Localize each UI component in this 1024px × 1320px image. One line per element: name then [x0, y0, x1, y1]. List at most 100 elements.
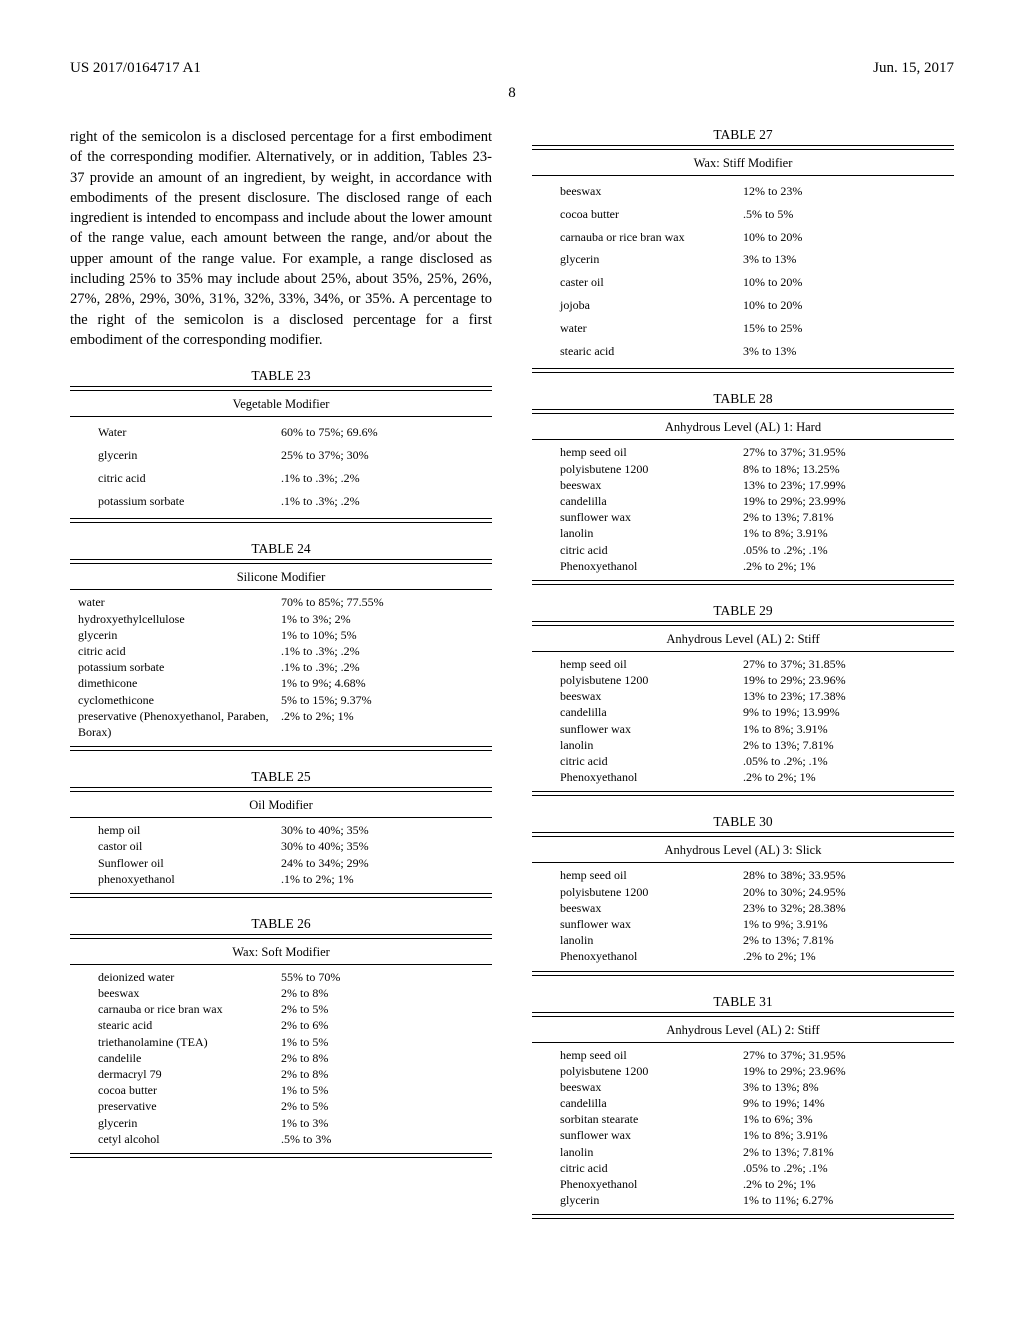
table-row: sunflower wax1% to 8%; 3.91%: [532, 721, 954, 737]
ingredient-value: .5% to 3%: [281, 1131, 464, 1147]
table-title: Oil Modifier: [70, 792, 492, 817]
table-row: Phenoxyethanol.2% to 2%; 1%: [532, 558, 954, 574]
ingredient-value: .2% to 2%; 1%: [743, 558, 926, 574]
ingredient-value: 27% to 37%; 31.95%: [743, 1047, 926, 1063]
ingredient-name: stearic acid: [98, 1017, 281, 1033]
table-row: stearic acid3% to 13%: [532, 340, 954, 363]
ingredient-value: 19% to 29%; 23.96%: [743, 1063, 926, 1079]
table-label: TABLE 24: [70, 541, 492, 557]
ingredient-value: 1% to 5%: [281, 1034, 464, 1050]
ingredient-value: 2% to 5%: [281, 1098, 464, 1114]
ingredient-value: 70% to 85%; 77.55%: [281, 594, 484, 610]
ingredient-name: beeswax: [560, 1079, 743, 1095]
table-body: Water60% to 75%; 69.6%glycerin25% to 37%…: [70, 417, 492, 518]
ingredient-name: beeswax: [560, 477, 743, 493]
ingredient-value: 13% to 23%; 17.99%: [743, 477, 926, 493]
ingredient-value: 1% to 11%; 6.27%: [743, 1192, 926, 1208]
table-t28: TABLE 28Anhydrous Level (AL) 1: Hardhemp…: [532, 391, 954, 585]
table-body: hemp seed oil28% to 38%; 33.95%polyisbut…: [532, 863, 954, 970]
ingredient-name: water: [78, 594, 281, 610]
ingredient-value: 20% to 30%; 24.95%: [743, 884, 926, 900]
table-row: hemp seed oil28% to 38%; 33.95%: [532, 867, 954, 883]
table-body: hemp seed oil27% to 37%; 31.95%polyisbut…: [532, 1043, 954, 1215]
ingredient-name: sunflower wax: [560, 509, 743, 525]
ingredient-value: 3% to 13%: [743, 248, 926, 271]
table-row: beeswax12% to 23%: [532, 180, 954, 203]
ingredient-value: 1% to 9%; 3.91%: [743, 916, 926, 932]
table-row: beeswax2% to 8%: [70, 985, 492, 1001]
table-t26: TABLE 26Wax: Soft Modifierdeionized wate…: [70, 916, 492, 1158]
table-label: TABLE 26: [70, 916, 492, 932]
ingredient-value: 2% to 13%; 7.81%: [743, 737, 926, 753]
table-t25: TABLE 25 Oil Modifierhemp oil30% to 40%; …: [70, 769, 492, 898]
body-paragraph: right of the semicolon is a disclosed pe…: [70, 127, 492, 350]
table-row: polyisbutene 120020% to 30%; 24.95%: [532, 884, 954, 900]
ingredient-name: cocoa butter: [98, 1082, 281, 1098]
ingredient-name: hemp seed oil: [560, 1047, 743, 1063]
ingredient-name: dermacryl 79: [98, 1066, 281, 1082]
table-row: candelilla9% to 19%; 13.99%: [532, 704, 954, 720]
ingredient-value: 3% to 13%: [743, 340, 926, 363]
table-label: TABLE 30: [532, 814, 954, 830]
table-row: polyisbutene 12008% to 18%; 13.25%: [532, 461, 954, 477]
table-title: Anhydrous Level (AL) 1: Hard: [532, 414, 954, 439]
table-row: jojoba10% to 20%: [532, 294, 954, 317]
ingredient-name: beeswax: [560, 180, 743, 203]
table-row: potassium sorbate.1% to .3%; .2%: [70, 490, 492, 513]
table-row: beeswax13% to 23%; 17.38%: [532, 688, 954, 704]
ingredient-name: sunflower wax: [560, 721, 743, 737]
ingredient-value: 27% to 37%; 31.95%: [743, 444, 926, 460]
table-row: polyisbutene 120019% to 29%; 23.96%: [532, 672, 954, 688]
table-row: stearic acid2% to 6%: [70, 1017, 492, 1033]
table-title: Anhydrous Level (AL) 3: Slick: [532, 837, 954, 862]
ingredient-name: glycerin: [560, 248, 743, 271]
table-title: Wax: Stiff Modifier: [532, 150, 954, 175]
publication-date: Jun. 15, 2017: [873, 60, 954, 77]
content-columns: right of the semicolon is a disclosed pe…: [70, 127, 954, 1237]
ingredient-value: 27% to 37%; 31.85%: [743, 656, 926, 672]
ingredient-value: .1% to 2%; 1%: [281, 871, 464, 887]
table-row: glycerin25% to 37%; 30%: [70, 444, 492, 467]
table-row: cocoa butter.5% to 5%: [532, 203, 954, 226]
ingredient-value: .5% to 5%: [743, 203, 926, 226]
ingredient-name: polyisbutene 1200: [560, 884, 743, 900]
ingredient-name: glycerin: [98, 1115, 281, 1131]
ingredient-name: Phenoxyethanol: [560, 769, 743, 785]
table-row: cocoa butter1% to 5%: [70, 1082, 492, 1098]
table-t27: TABLE 27Wax: Stiff Modifierbeeswax12% to…: [532, 127, 954, 373]
table-row: candelilla19% to 29%; 23.99%: [532, 493, 954, 509]
ingredient-name: polyisbutene 1200: [560, 1063, 743, 1079]
ingredient-name: sorbitan stearate: [560, 1111, 743, 1127]
table-31-slot: TABLE 31Anhydrous Level (AL) 2: Stiffhem…: [532, 994, 954, 1220]
ingredient-value: 2% to 8%: [281, 1066, 464, 1082]
table-body: beeswax12% to 23%cocoa butter.5% to 5%ca…: [532, 176, 954, 368]
ingredient-name: Phenoxyethanol: [560, 558, 743, 574]
table-row: water15% to 25%: [532, 317, 954, 340]
ingredient-value: 10% to 20%: [743, 271, 926, 294]
ingredient-name: triethanolamine (TEA): [98, 1034, 281, 1050]
ingredient-name: Sunflower oil: [98, 855, 281, 871]
table-body: hemp oil30% to 40%; 35%castor oil30% to …: [70, 818, 492, 893]
ingredient-name: water: [560, 317, 743, 340]
ingredient-value: .2% to 2%; 1%: [743, 948, 926, 964]
ingredient-name: lanolin: [560, 1144, 743, 1160]
ingredient-name: phenoxyethanol: [98, 871, 281, 887]
table-row: Sunflower oil24% to 34%; 29%: [70, 855, 492, 871]
ingredient-value: 1% to 3%: [281, 1115, 464, 1131]
ingredient-value: 1% to 10%; 5%: [281, 627, 484, 643]
table-label: TABLE 25: [70, 769, 492, 785]
table-title: Vegetable Modifier: [70, 391, 492, 416]
ingredient-value: 60% to 75%; 69.6%: [281, 421, 464, 444]
table-25-slot: TABLE 25 Oil Modifierhemp oil30% to 40%; …: [70, 769, 492, 898]
table-28-slot: TABLE 28Anhydrous Level (AL) 1: Hardhemp…: [532, 391, 954, 585]
table-label: TABLE 23: [70, 368, 492, 384]
table-30-slot: TABLE 30Anhydrous Level (AL) 3: Slickhem…: [532, 814, 954, 975]
ingredient-value: 2% to 8%: [281, 985, 464, 1001]
ingredient-name: candelile: [98, 1050, 281, 1066]
ingredient-name: polyisbutene 1200: [560, 672, 743, 688]
table-row: hemp seed oil27% to 37%; 31.95%: [532, 1047, 954, 1063]
table-row: citric acid.05% to .2%; .1%: [532, 753, 954, 769]
ingredient-value: .1% to .3%; .2%: [281, 659, 484, 675]
patent-number: US 2017/0164717 A1: [70, 60, 201, 77]
table-row: polyisbutene 120019% to 29%; 23.96%: [532, 1063, 954, 1079]
